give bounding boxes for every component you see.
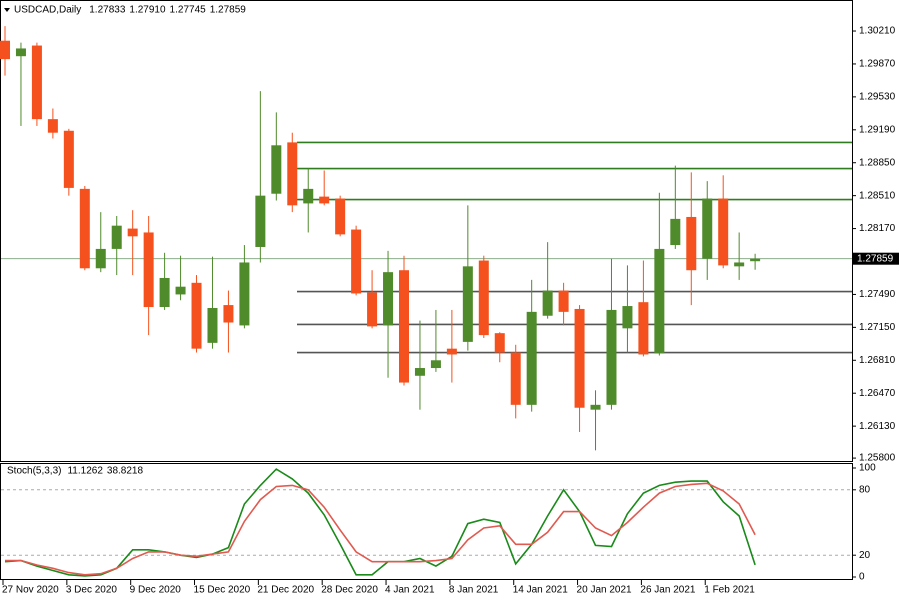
- candle-body: [558, 290, 569, 312]
- stoch-line: [5, 482, 756, 576]
- menu-arrow[interactable]: [4, 8, 10, 12]
- candle-body: [351, 229, 362, 294]
- candle-body: [478, 260, 489, 336]
- x-tick-label: 3 Dec 2020: [66, 585, 118, 596]
- candle-body: [15, 48, 26, 57]
- stoch-value-label: 38.8218: [107, 466, 144, 477]
- stoch-line: [4, 468, 756, 577]
- symbol-title: USDCAD,Daily: [14, 5, 81, 16]
- y-tick-label: 1.28510: [859, 190, 896, 201]
- candle-body: [47, 119, 58, 133]
- x-tick-label: 21 Dec 2020: [257, 585, 314, 596]
- candle-body: [303, 188, 314, 204]
- candle-body: [143, 232, 154, 308]
- stoch-panel: [0, 463, 853, 580]
- candle-body: [542, 290, 553, 316]
- candle-body: [223, 305, 234, 323]
- candle-body: [510, 352, 521, 405]
- y-tick-label: 20: [859, 550, 871, 561]
- candle-body: [127, 228, 138, 237]
- ohlc-label: 1.27910: [129, 5, 166, 16]
- candle-body: [159, 277, 170, 308]
- y-tick-label: 1.30210: [859, 26, 896, 37]
- y-tick-label: 1.25800: [859, 453, 896, 464]
- y-tick-label: 1.26470: [859, 388, 896, 399]
- x-tick-label: 15 Dec 2020: [194, 585, 251, 596]
- candle-body: [191, 282, 202, 349]
- y-tick-label: 1.27490: [859, 289, 896, 300]
- y-tick-label: 1.29190: [859, 124, 896, 135]
- ohlc-label: 1.27745: [170, 5, 207, 16]
- candle-body: [111, 225, 122, 249]
- y-tick-label: 80: [859, 484, 871, 495]
- y-tick-label: 0: [859, 572, 865, 583]
- candle-body: [622, 306, 633, 329]
- candle-body: [686, 216, 697, 271]
- candle-body: [590, 404, 601, 410]
- candle-body: [271, 145, 282, 194]
- y-tick-label: 1.28170: [859, 223, 896, 234]
- y-tick-label: 1.29870: [859, 59, 896, 70]
- ohlc-label: 1.27859: [210, 5, 247, 16]
- ohlc-label: 1.27833: [89, 5, 126, 16]
- candle-body: [367, 292, 378, 327]
- y-tick-label: 1.27150: [859, 322, 896, 333]
- candle-body: [414, 368, 425, 376]
- candle-body: [750, 258, 761, 262]
- x-tick-label: 20 Jan 2021: [577, 585, 632, 596]
- candle-body: [734, 262, 745, 267]
- x-tick-label: 8 Jan 2021: [449, 585, 499, 596]
- candle-body: [319, 196, 330, 204]
- candle-body: [462, 266, 473, 342]
- candle-body: [638, 302, 649, 355]
- last-price-box: [853, 252, 899, 265]
- x-tick-label: 28 Dec 2020: [321, 585, 378, 596]
- candle-body: [287, 142, 298, 206]
- candle-body: [430, 360, 441, 369]
- candle-body: [335, 198, 346, 235]
- y-tick-label: 1.28850: [859, 157, 896, 168]
- candle-body: [446, 348, 457, 355]
- x-tick-label: 4 Jan 2021: [385, 585, 435, 596]
- y-tick-label: 100: [859, 463, 876, 474]
- candle-body: [494, 333, 505, 353]
- candle-body: [63, 130, 74, 188]
- candle-body: [574, 308, 585, 408]
- y-tick-label: 1.26130: [859, 421, 896, 432]
- candle-body: [31, 45, 42, 120]
- y-tick-label: 1.29530: [859, 92, 896, 103]
- candle-body: [0, 40, 10, 60]
- candle-body: [670, 218, 681, 246]
- x-tick-label: 14 Jan 2021: [513, 585, 568, 596]
- last-price-label: 1.27859: [857, 253, 894, 264]
- stoch-title: Stoch(5,3,3): [7, 466, 61, 477]
- candle-body: [175, 286, 186, 295]
- x-tick-label: 27 Nov 2020: [2, 585, 59, 596]
- x-tick-label: 1 Feb 2021: [704, 585, 755, 596]
- candle-body: [79, 188, 90, 269]
- candle-body: [239, 262, 250, 326]
- y-tick-label: 1.26810: [859, 355, 896, 366]
- x-tick-label: 26 Jan 2021: [640, 585, 695, 596]
- candle-body: [95, 248, 106, 269]
- candle-body: [399, 270, 409, 383]
- candle-body: [606, 309, 617, 405]
- candle-body: [255, 195, 266, 247]
- candle-body: [207, 307, 218, 343]
- candle-body: [718, 198, 729, 266]
- candle-body: [526, 311, 537, 405]
- stoch-value-label: 11.1262: [67, 466, 103, 477]
- x-tick-label: 9 Dec 2020: [130, 585, 182, 596]
- candle-body: [654, 248, 665, 354]
- candle-body: [702, 198, 713, 259]
- candle-body: [383, 272, 394, 326]
